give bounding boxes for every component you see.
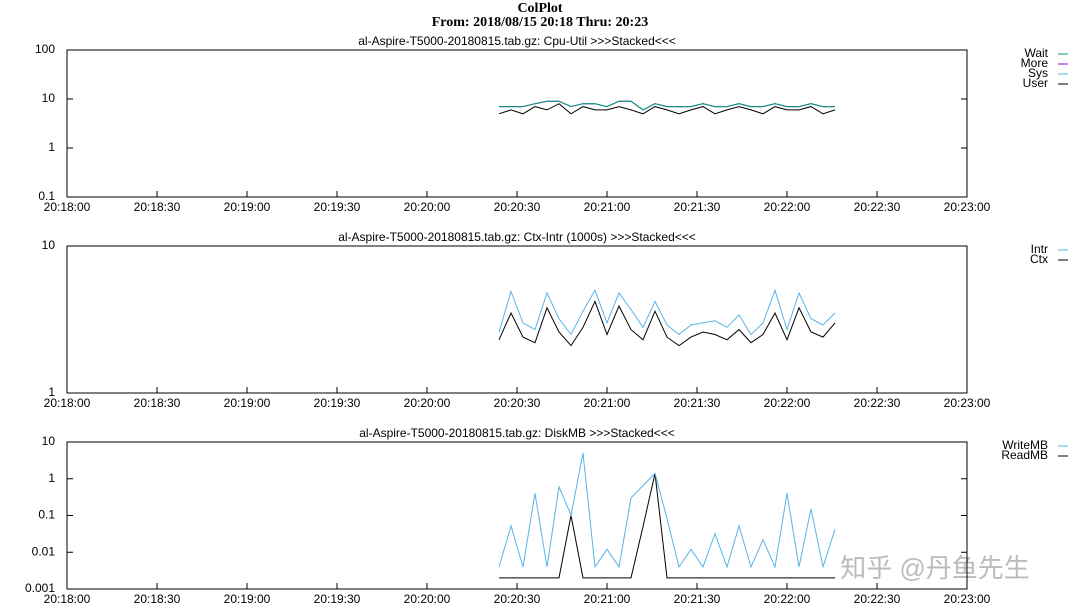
x-tick-label: 20:21:30 bbox=[674, 592, 721, 606]
y-tick-label: 0.01 bbox=[32, 544, 56, 558]
x-tick-label: 20:20:00 bbox=[404, 396, 451, 410]
plot-frame bbox=[66, 49, 968, 198]
x-tick-label: 20:19:00 bbox=[224, 592, 271, 606]
series-line bbox=[499, 473, 835, 579]
x-tick-label: 20:19:30 bbox=[314, 396, 361, 410]
x-tick-label: 20:22:00 bbox=[764, 200, 811, 214]
legend-label: ReadMB bbox=[1001, 448, 1048, 462]
plot-frame bbox=[66, 441, 968, 590]
x-tick-label: 20:20:00 bbox=[404, 592, 451, 606]
y-tick-label: 0.1 bbox=[38, 508, 55, 522]
x-tick-label: 20:21:30 bbox=[674, 200, 721, 214]
x-tick-label: 20:18:00 bbox=[44, 200, 91, 214]
legend-label: Wait bbox=[1024, 46, 1048, 60]
x-tick-label: 20:22:00 bbox=[764, 396, 811, 410]
legend-label: Intr bbox=[1031, 242, 1048, 256]
x-tick-label: 20:18:00 bbox=[44, 396, 91, 410]
y-tick-label: 1 bbox=[48, 140, 55, 154]
y-tick-label: 0.001 bbox=[25, 581, 55, 595]
x-tick-label: 20:18:00 bbox=[44, 592, 91, 606]
page-subtitle: From: 2018/08/15 20:18 Thru: 20:23 bbox=[432, 15, 648, 30]
x-tick-label: 20:19:30 bbox=[314, 200, 361, 214]
legend-label: WriteMB bbox=[1002, 438, 1048, 452]
x-tick-label: 20:21:00 bbox=[584, 592, 631, 606]
x-tick-label: 20:21:30 bbox=[674, 396, 721, 410]
y-tick-label: 10 bbox=[42, 434, 56, 448]
x-tick-label: 20:23:00 bbox=[944, 200, 991, 214]
y-tick-label: 100 bbox=[35, 42, 55, 56]
x-tick-label: 20:23:00 bbox=[944, 396, 991, 410]
series-line bbox=[498, 453, 836, 569]
y-tick-label: 1 bbox=[48, 471, 55, 485]
chart-title: al-Aspire-T5000-20180815.tab.gz: Ctx-Int… bbox=[338, 230, 696, 244]
legend-label: Ctx bbox=[1030, 252, 1048, 266]
y-tick-label: 10 bbox=[42, 91, 56, 105]
x-tick-label: 20:20:00 bbox=[404, 200, 451, 214]
y-tick-label: 1 bbox=[48, 385, 55, 399]
x-tick-label: 20:23:00 bbox=[944, 592, 991, 606]
legend-label: Sys bbox=[1028, 66, 1048, 80]
x-tick-label: 20:20:30 bbox=[494, 592, 541, 606]
x-tick-label: 20:19:30 bbox=[314, 592, 361, 606]
plot-frame bbox=[66, 245, 968, 394]
series-line bbox=[498, 300, 836, 347]
y-tick-label: 0.1 bbox=[38, 189, 55, 203]
x-tick-label: 20:20:30 bbox=[494, 396, 541, 410]
x-tick-label: 20:20:30 bbox=[494, 200, 541, 214]
x-tick-label: 20:22:30 bbox=[854, 396, 901, 410]
x-tick-label: 20:18:30 bbox=[134, 592, 181, 606]
x-tick-label: 20:22:30 bbox=[854, 592, 901, 606]
page-title: ColPlot bbox=[517, 1, 562, 16]
legend-label: More bbox=[1021, 56, 1049, 70]
y-tick-label: 10 bbox=[42, 238, 56, 252]
chart-title: al-Aspire-T5000-20180815.tab.gz: DiskMB … bbox=[359, 426, 675, 440]
legend-label: User bbox=[1023, 76, 1048, 90]
x-tick-label: 20:19:00 bbox=[224, 200, 271, 214]
x-tick-label: 20:22:30 bbox=[854, 200, 901, 214]
chart-title: al-Aspire-T5000-20180815.tab.gz: Cpu-Uti… bbox=[358, 34, 676, 48]
series-line bbox=[499, 100, 835, 111]
x-tick-label: 20:19:00 bbox=[224, 396, 271, 410]
x-tick-label: 20:21:00 bbox=[584, 200, 631, 214]
x-tick-label: 20:18:30 bbox=[134, 200, 181, 214]
x-tick-label: 20:18:30 bbox=[134, 396, 181, 410]
x-tick-label: 20:21:00 bbox=[584, 396, 631, 410]
watermark: 知乎 @丹鱼先生 bbox=[840, 553, 1030, 583]
series-line bbox=[498, 288, 836, 336]
x-tick-label: 20:22:00 bbox=[764, 592, 811, 606]
series-line bbox=[498, 103, 836, 115]
